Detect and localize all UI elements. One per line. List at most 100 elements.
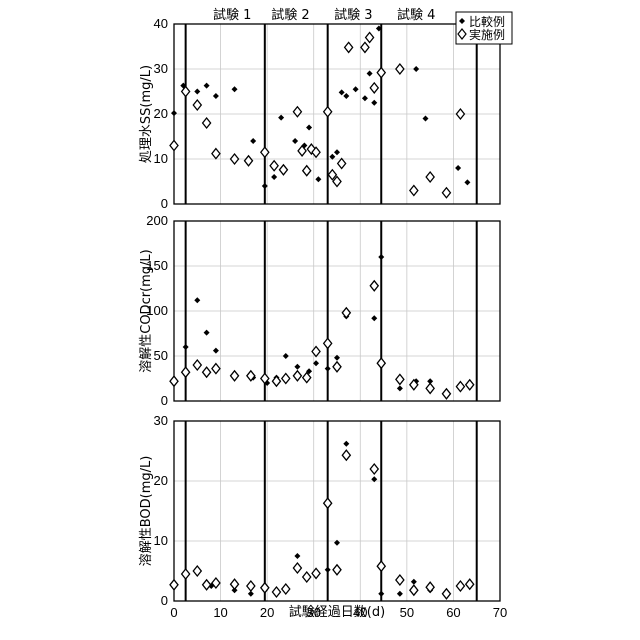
trial-label: 試験 4 — [397, 7, 435, 23]
example-point — [456, 109, 464, 119]
example-point — [410, 585, 418, 595]
example-point — [442, 389, 450, 399]
x-tick-label: 0 — [170, 605, 177, 620]
comparative-point — [232, 86, 238, 92]
comparative-point — [294, 553, 300, 559]
x-tick-label: 10 — [213, 605, 227, 620]
comparative-point — [334, 149, 340, 155]
example-point — [338, 159, 346, 169]
comparative-point — [213, 348, 219, 354]
y-tick-label: 150 — [146, 258, 168, 273]
comparative-point — [292, 138, 298, 144]
x-tick-label: 20 — [260, 605, 274, 620]
comparative-point — [353, 86, 359, 92]
example-point — [272, 587, 280, 597]
y-axis-label-bod: 溶解性BOD(mg/L) — [139, 456, 154, 567]
comparative-point — [422, 116, 428, 122]
comparative-point — [378, 254, 384, 260]
x-axis-label: 試験経過日数(d) — [289, 604, 385, 620]
trial-label: 試験 3 — [334, 7, 372, 23]
example-point — [333, 362, 341, 372]
example-point — [282, 374, 290, 384]
example-point — [366, 33, 374, 43]
comparative-point — [367, 71, 373, 77]
example-point — [212, 364, 220, 374]
example-point — [203, 580, 211, 590]
comparative-point — [204, 330, 210, 336]
comparative-point — [325, 567, 331, 573]
example-point — [456, 581, 464, 591]
y-tick-label: 10 — [154, 151, 168, 166]
comparative-point — [411, 579, 417, 585]
comparative-point — [306, 125, 312, 131]
y-tick-label: 0 — [161, 393, 168, 408]
example-point — [426, 582, 434, 592]
example-point — [170, 376, 178, 386]
comparative-point — [371, 315, 377, 321]
example-point — [182, 569, 190, 579]
example-point — [293, 563, 301, 573]
comparative-point — [343, 93, 349, 99]
comparative-point — [362, 95, 368, 101]
example-point — [312, 568, 320, 578]
example-point — [370, 83, 378, 93]
example-point — [293, 107, 301, 117]
example-point — [426, 172, 434, 182]
example-point — [193, 360, 201, 370]
example-point — [193, 100, 201, 110]
comparative-point — [183, 344, 189, 350]
example-point — [303, 373, 311, 383]
y-tick-label: 200 — [146, 213, 168, 228]
comparative-point — [278, 115, 284, 121]
y-tick-label: 40 — [154, 16, 168, 31]
example-point — [370, 464, 378, 474]
example-point — [442, 188, 450, 198]
y-tick-label: 0 — [161, 593, 168, 608]
comparative-point — [464, 179, 470, 185]
example-point — [312, 347, 320, 357]
y-tick-label: 30 — [154, 413, 168, 428]
x-tick-label: 60 — [446, 605, 460, 620]
y-tick-label: 20 — [154, 106, 168, 121]
example-point — [231, 154, 239, 164]
example-point — [203, 118, 211, 128]
panel-bod: 溶解性BOD(mg/L) 0102030405060700102030 — [139, 413, 507, 620]
example-point — [324, 338, 332, 348]
comparative-point — [315, 176, 321, 182]
example-point — [212, 149, 220, 159]
panel-ss: 処理水SS(mg/L) 010203040試験 1試験 2試験 3試験 4 — [139, 7, 500, 211]
comparative-point — [250, 138, 256, 144]
comparative-point — [397, 591, 403, 597]
example-point — [377, 561, 385, 571]
comparative-point — [271, 174, 277, 180]
y-tick-label: 50 — [154, 348, 168, 363]
example-point — [247, 581, 255, 591]
comparative-point — [325, 366, 331, 372]
comparative-point — [378, 591, 384, 597]
example-point — [466, 579, 474, 589]
example-point — [377, 358, 385, 368]
example-point — [203, 367, 211, 377]
comparative-point — [413, 66, 419, 72]
example-point — [261, 147, 269, 157]
y-tick-label: 0 — [161, 196, 168, 211]
example-point — [345, 42, 353, 52]
x-tick-label: 70 — [493, 605, 507, 620]
x-tick-label: 50 — [400, 605, 414, 620]
comparative-point — [194, 89, 200, 95]
example-point — [231, 371, 239, 381]
legend-label-example: 実施例 — [469, 27, 505, 42]
example-point — [245, 156, 253, 166]
y-tick-label: 20 — [154, 473, 168, 488]
example-point — [270, 161, 278, 171]
comparative-point — [343, 441, 349, 447]
example-point — [342, 450, 350, 460]
y-axis-label-ss: 処理水SS(mg/L) — [139, 65, 154, 163]
example-point — [370, 281, 378, 291]
comparative-point — [339, 89, 345, 95]
example-point — [396, 575, 404, 585]
example-point — [293, 371, 301, 381]
example-point — [426, 383, 434, 393]
example-point — [410, 186, 418, 196]
